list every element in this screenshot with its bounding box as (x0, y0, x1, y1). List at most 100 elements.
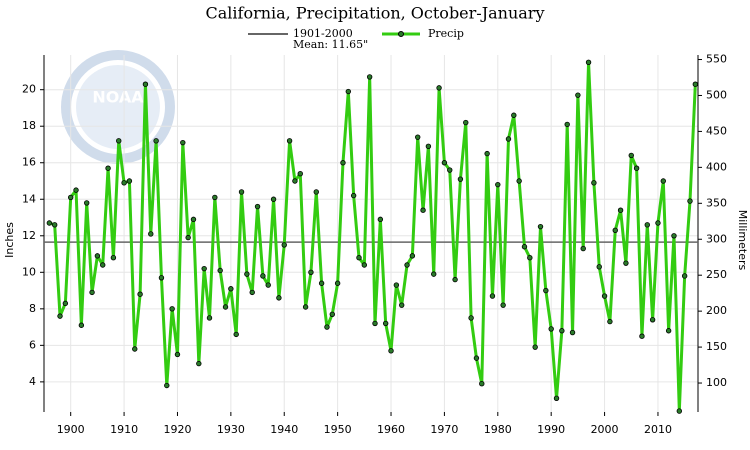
point (238, 189, 245, 195)
point (249, 289, 255, 296)
point (158, 275, 165, 281)
point (479, 380, 485, 387)
point (185, 234, 191, 241)
point (345, 88, 352, 95)
x-tick-label: 1950 (324, 423, 352, 436)
point (51, 222, 58, 228)
point (356, 254, 362, 261)
point (580, 245, 586, 252)
point (548, 326, 554, 332)
point (468, 315, 474, 321)
point (521, 244, 528, 250)
x-tick-label: 1920 (163, 423, 191, 436)
point (623, 260, 629, 266)
point (254, 203, 261, 210)
point (372, 320, 378, 327)
point (660, 178, 666, 184)
point (388, 348, 394, 354)
point (382, 320, 389, 327)
y2-tick-label: 500 (706, 88, 727, 101)
point (169, 306, 175, 312)
y-tick-label: 10 (22, 265, 36, 278)
point (644, 222, 650, 228)
point (436, 85, 442, 91)
point (361, 262, 368, 268)
point (89, 289, 95, 296)
point (665, 328, 672, 334)
point (73, 187, 79, 193)
point (431, 271, 437, 277)
point (180, 139, 186, 146)
point (463, 119, 469, 126)
point (596, 264, 602, 270)
y-tick-label: 8 (29, 302, 36, 315)
point (532, 344, 538, 350)
point (148, 231, 154, 237)
point (174, 351, 181, 358)
point (457, 176, 464, 182)
point (132, 346, 138, 352)
point (687, 198, 693, 204)
point (217, 267, 223, 274)
y-tick-label: 18 (22, 119, 36, 132)
point (308, 269, 314, 276)
x-tick-label: 2010 (644, 423, 672, 436)
point (692, 81, 699, 87)
point (196, 360, 202, 367)
point (553, 395, 560, 402)
point (420, 207, 426, 213)
point (671, 233, 677, 239)
point (404, 262, 410, 268)
x-tick-label: 1930 (217, 423, 245, 436)
point (57, 313, 63, 319)
point (511, 112, 517, 118)
y2-tick-label: 350 (706, 196, 727, 209)
point (78, 322, 85, 328)
logo-disc (76, 65, 160, 149)
point (543, 287, 549, 294)
point (676, 408, 683, 414)
point (415, 134, 421, 140)
point (484, 150, 490, 157)
legend-marker (398, 31, 404, 37)
point (276, 295, 282, 301)
point (100, 262, 106, 268)
y2-tick-label: 250 (706, 268, 727, 281)
legend-mean-period: 1901-2000 (293, 27, 353, 40)
point (329, 311, 335, 318)
point (569, 329, 576, 336)
y-tick-label: 16 (22, 156, 36, 169)
point (212, 194, 218, 201)
y-tick-label: 20 (22, 83, 36, 96)
point (447, 167, 453, 173)
point (607, 318, 613, 325)
point (559, 328, 565, 334)
point (302, 304, 309, 310)
y-tick-label: 14 (22, 192, 36, 205)
point (46, 220, 53, 226)
point (601, 293, 608, 299)
point (260, 273, 266, 279)
point (142, 81, 149, 87)
x-tick-label: 1960 (377, 423, 405, 436)
point (62, 300, 69, 307)
point (233, 331, 239, 338)
point (94, 253, 101, 259)
point (500, 302, 506, 308)
point (537, 223, 544, 230)
series-line (48, 60, 697, 413)
point (137, 291, 143, 297)
y2-tick-label: 150 (706, 340, 727, 353)
point (350, 192, 357, 199)
point (398, 302, 405, 308)
logo-text: NOAA (92, 88, 144, 107)
point (116, 138, 122, 144)
point (286, 138, 293, 144)
y2-tick-label: 550 (706, 53, 727, 66)
point (441, 160, 448, 166)
y2-axis-label: Millimeters (736, 210, 749, 271)
point (318, 280, 325, 286)
point (67, 194, 74, 201)
